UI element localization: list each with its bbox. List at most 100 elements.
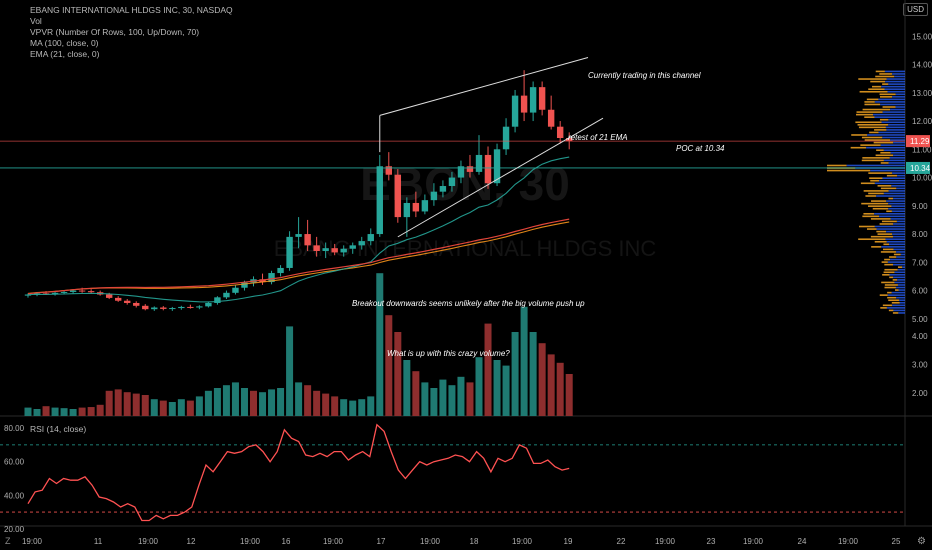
vpvr-bar-up <box>899 301 905 304</box>
vpvr-bar-up <box>895 106 905 108</box>
candle-body <box>484 154 492 184</box>
vpvr-bar-down <box>875 75 895 78</box>
vpvr-bar-up <box>897 174 905 177</box>
vpvr-bar-down <box>881 220 897 223</box>
vpvr-bar-down <box>863 190 889 192</box>
vpvr-bar-up <box>878 131 905 134</box>
volume-bar <box>114 389 122 416</box>
volume-bar <box>520 306 528 416</box>
candle-body <box>105 294 113 298</box>
candle-body <box>475 154 483 172</box>
vpvr-bar-down <box>886 174 898 177</box>
vpvr-bar-down <box>868 192 884 195</box>
candle-body <box>493 149 501 184</box>
rsi-tick-label: 20.00 <box>4 525 25 534</box>
vpvr-bar-up <box>890 218 905 220</box>
vpvr-bar-up <box>896 251 905 253</box>
vpvr-bar-down <box>861 202 889 205</box>
candle-body <box>340 248 347 253</box>
volume-bar <box>313 390 321 416</box>
volume-bar <box>349 400 357 416</box>
volume-bar <box>340 399 348 416</box>
vpvr-bar-down <box>860 144 881 146</box>
vpvr-bar-up <box>886 307 905 309</box>
vpvr-bar-up <box>876 195 905 197</box>
candle-body <box>430 191 438 201</box>
vpvr-bar-up <box>884 70 905 73</box>
volume-bar <box>322 393 330 416</box>
vpvr-bar-up <box>892 73 905 75</box>
vpvr-bar-down <box>880 96 893 98</box>
vpvr-bar-up <box>873 113 905 116</box>
volume-bar <box>556 362 564 416</box>
vpvr-bar-up <box>881 246 905 248</box>
vpvr-bar-down <box>884 258 891 261</box>
vpvr-bar-up <box>894 271 905 274</box>
vpvr-bar-down <box>864 101 875 103</box>
candle-body <box>133 302 140 306</box>
price-tick-label: 14.00 <box>912 61 932 70</box>
candle-body <box>385 166 392 175</box>
volume-bar <box>367 396 375 416</box>
candle-body <box>322 248 329 251</box>
candle-body <box>421 200 429 212</box>
vpvr-bar-up <box>890 258 905 261</box>
vpvr-bar-down <box>877 185 892 187</box>
vpvr-bar-down <box>862 157 890 159</box>
vpvr-bar-up <box>882 136 905 139</box>
candle-body <box>187 306 194 308</box>
volume-bar <box>502 365 510 416</box>
candle-body <box>439 186 447 192</box>
volume-bar <box>268 389 276 416</box>
volume-bar <box>565 374 573 416</box>
vpvr-bar-down <box>858 225 875 228</box>
candle-body <box>268 273 275 283</box>
candle-body <box>60 291 68 293</box>
vpvr-bar-up <box>893 154 905 157</box>
volume-bar <box>186 400 194 416</box>
annotation-retest: retest of 21 EMA <box>568 133 628 142</box>
vpvr-bar-up <box>888 83 905 85</box>
vpvr-bar-down <box>891 301 900 304</box>
price-tick-label: 13.00 <box>912 89 932 98</box>
vpvr-bar-up <box>884 88 905 91</box>
vpvr-bar-down <box>875 154 894 157</box>
time-tick-label: 19:00 <box>512 537 533 546</box>
vpvr-bar-up <box>880 103 905 106</box>
vpvr-bar-up <box>883 192 905 195</box>
vpvr-bar-up <box>897 268 905 271</box>
vpvr-bar-up <box>902 266 905 268</box>
volume-bar <box>69 409 77 416</box>
volume-bar <box>412 371 420 416</box>
time-tick-label: 19:00 <box>323 537 344 546</box>
last-price-label: 11.29 <box>910 137 930 146</box>
volume-bar <box>376 273 384 416</box>
vpvr-bar-up <box>892 172 905 174</box>
vpvr-bar-down <box>861 159 884 162</box>
candle-body <box>277 267 284 274</box>
watermark-name: EBANG INTERNATIONAL HLDGS INC <box>274 236 657 261</box>
legend-title: EBANG INTERNATIONAL HLDGS INC, 30, NASDA… <box>30 5 233 15</box>
settings-gear-icon[interactable]: ⚙ <box>917 536 926 547</box>
vpvr-bar-up <box>885 80 905 83</box>
volume-bar <box>141 395 149 416</box>
legend-rsi: RSI (14, close) <box>30 424 87 434</box>
price-tick-label: 10.00 <box>912 174 932 183</box>
candle-body <box>403 202 411 218</box>
vpvr-bar-down <box>882 304 893 307</box>
time-tick-label: 11 <box>94 537 103 546</box>
vpvr-bar-down <box>866 228 877 230</box>
volume-tick-label: 3.00 <box>912 361 928 370</box>
currency-button[interactable]: USD <box>903 3 928 16</box>
vpvr-bar-up <box>879 215 905 218</box>
vpvr-bar-up <box>888 202 905 205</box>
candle-body <box>313 245 320 251</box>
candle-body <box>205 302 212 307</box>
log-scale-icon[interactable]: Z <box>5 536 11 546</box>
time-tick-label: 16 <box>282 537 291 546</box>
vpvr-bar-up <box>893 248 905 251</box>
vpvr-bar-up <box>874 101 905 103</box>
vpvr-bar-up <box>894 75 905 78</box>
vpvr-bar-down <box>884 263 893 266</box>
